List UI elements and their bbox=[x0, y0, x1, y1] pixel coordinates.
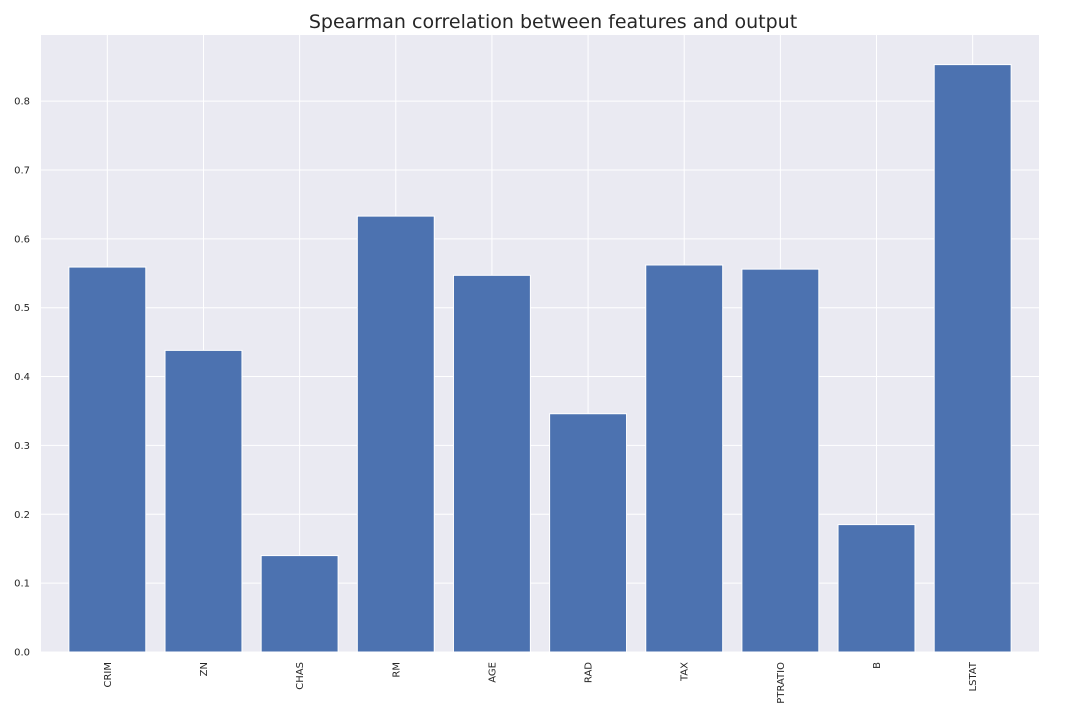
bar-b bbox=[837, 524, 916, 653]
x-tick-label: CRIM bbox=[103, 662, 114, 688]
bar-tax bbox=[645, 264, 724, 653]
x-axis-tick-labels: CRIM ZN CHAS RM AGE RAD TAX PTRATIO B LSTAT bbox=[103, 661, 979, 704]
x-tick-label: CHAS bbox=[295, 662, 306, 690]
x-tick-label: TAX bbox=[680, 662, 691, 682]
x-tick-label: B bbox=[872, 662, 883, 669]
y-tick-label: 0.2 bbox=[14, 510, 30, 521]
y-tick-label: 0.6 bbox=[14, 234, 30, 245]
y-tick-label: 0.7 bbox=[14, 165, 30, 176]
y-tick-label: 0.0 bbox=[14, 648, 30, 659]
y-axis-tick-labels: 0.0 0.1 0.2 0.3 0.4 0.5 0.6 0.7 0.8 bbox=[14, 97, 30, 659]
y-tick-label: 0.1 bbox=[14, 579, 30, 590]
bar-age bbox=[452, 274, 531, 653]
bar-rad bbox=[549, 413, 628, 653]
bars bbox=[68, 64, 1012, 653]
bar-rm bbox=[356, 215, 435, 653]
x-tick-label: LSTAT bbox=[968, 661, 979, 691]
bar-lstat bbox=[933, 64, 1012, 653]
y-tick-label: 0.5 bbox=[14, 303, 30, 314]
x-tick-label: RM bbox=[391, 662, 402, 678]
bar-chas bbox=[260, 555, 339, 653]
x-tick-label: AGE bbox=[487, 662, 498, 683]
x-tick-label: RAD bbox=[584, 662, 595, 683]
chart-title: Spearman correlation between features an… bbox=[309, 11, 797, 33]
bar-ptratio bbox=[741, 268, 820, 653]
y-tick-label: 0.8 bbox=[14, 97, 30, 108]
x-tick-label: PTRATIO bbox=[776, 662, 787, 704]
bar-crim bbox=[68, 266, 147, 653]
x-tick-label: ZN bbox=[199, 662, 210, 676]
bar-zn bbox=[164, 349, 243, 653]
y-tick-label: 0.3 bbox=[14, 441, 30, 452]
y-tick-label: 0.4 bbox=[14, 372, 30, 383]
